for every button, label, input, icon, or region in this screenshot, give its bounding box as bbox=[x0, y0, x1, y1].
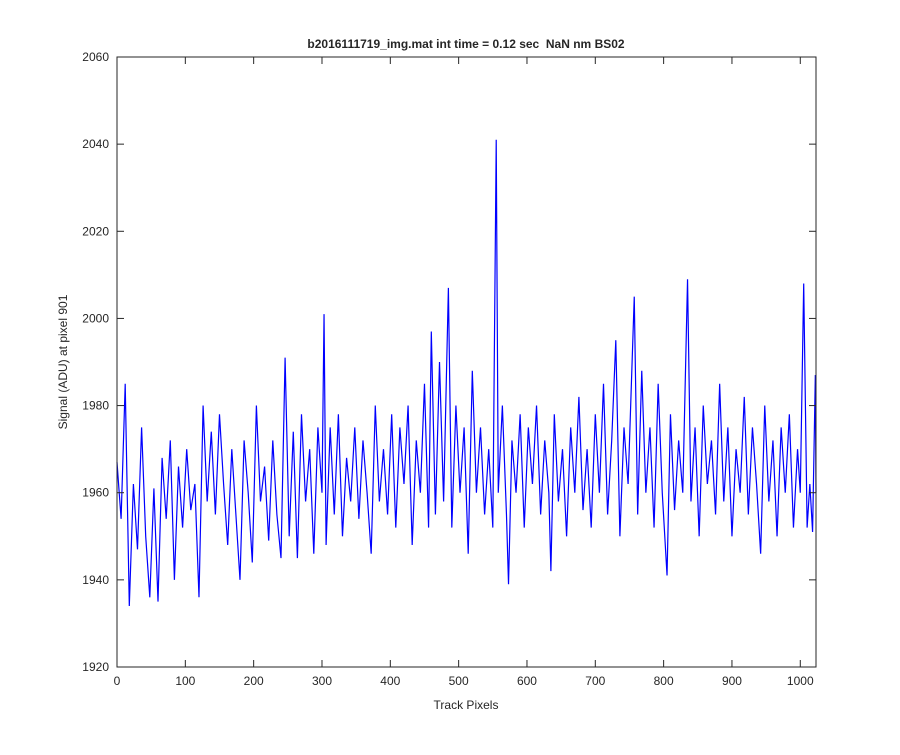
y-axis-label: Signal (ADU) at pixel 901 bbox=[56, 294, 70, 429]
x-tick-label: 300 bbox=[312, 674, 332, 688]
x-tick-label: 0 bbox=[114, 674, 121, 688]
x-tick-label: 400 bbox=[380, 674, 400, 688]
axes-box bbox=[116, 56, 817, 668]
y-tick-label: 2000 bbox=[82, 311, 109, 325]
x-tick-label: 1000 bbox=[787, 674, 814, 688]
x-tick-label: 200 bbox=[244, 674, 264, 688]
chart-title: b2016111719_img.mat int time = 0.12 sec … bbox=[307, 37, 625, 51]
y-tick-label: 2020 bbox=[82, 224, 109, 238]
y-tick-label: 2060 bbox=[82, 50, 109, 64]
x-tick-label: 600 bbox=[517, 674, 537, 688]
plot-area bbox=[116, 139, 817, 607]
x-tick-label: 500 bbox=[449, 674, 469, 688]
x-tick-label: 100 bbox=[175, 674, 195, 688]
x-tick-label: 900 bbox=[722, 674, 742, 688]
y-tick-label: 1960 bbox=[82, 486, 109, 500]
data-line bbox=[116, 139, 817, 607]
y-tick-label: 1920 bbox=[82, 660, 109, 674]
x-tick-label: 800 bbox=[654, 674, 674, 688]
y-tick-label: 2040 bbox=[82, 137, 109, 151]
x-tick-label: 700 bbox=[585, 674, 605, 688]
x-axis-label: Track Pixels bbox=[434, 698, 499, 712]
y-tick-label: 1980 bbox=[82, 399, 109, 413]
y-tick-label: 1940 bbox=[82, 573, 109, 587]
